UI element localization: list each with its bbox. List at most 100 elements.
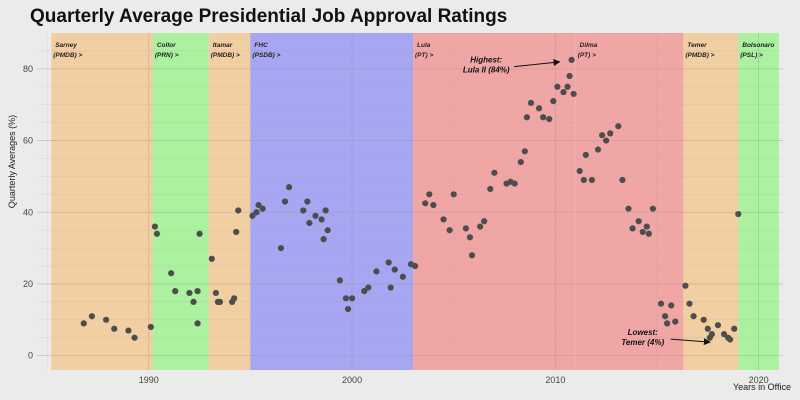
data-point (324, 227, 331, 234)
period-party-label: (PSL) > (740, 52, 763, 59)
data-point (300, 207, 307, 214)
x-tick-label: 2010 (545, 375, 565, 385)
data-point (342, 295, 350, 302)
data-point (603, 137, 610, 144)
data-point (318, 216, 325, 223)
data-point (649, 205, 657, 212)
period-name-label: Lula (417, 42, 431, 49)
data-point (720, 331, 728, 338)
data-point (550, 98, 557, 105)
data-point (662, 313, 669, 320)
data-point (607, 130, 614, 137)
data-point (491, 169, 498, 176)
period-name-label: Sarney (55, 42, 77, 49)
data-point (511, 180, 518, 187)
axes: 1990 2000 2010 2020 0 20 40 60 80 Years in Office… (7, 64, 791, 392)
data-point (208, 255, 215, 262)
data-point (594, 146, 602, 153)
period-party-label: (PT) > (415, 52, 433, 59)
data-points (80, 56, 742, 343)
data-point (373, 268, 380, 275)
period-party-label: (PT) > (578, 52, 596, 59)
period-party-label: (PMDB) > (53, 52, 82, 59)
data-point (576, 167, 583, 175)
data-point (216, 298, 224, 305)
period-labels: Sarney (PMDB) > Collor (PRN) > Itamar (PMDB) … (53, 42, 774, 59)
data-point (735, 210, 742, 218)
data-point (521, 148, 528, 155)
data-point (619, 176, 626, 184)
period-party-label: (PMDB) > (685, 52, 714, 59)
data-point (527, 99, 535, 107)
data-point (196, 230, 203, 237)
period-band (738, 33, 779, 370)
data-point (194, 320, 201, 327)
y-tick-label: 80 (23, 64, 33, 74)
data-point (682, 282, 689, 289)
data-point (168, 270, 175, 277)
data-point (568, 56, 575, 63)
y-axis-title: Quarterly Averages (%) (7, 115, 17, 208)
data-point (190, 298, 197, 305)
data-point (714, 322, 722, 329)
data-point (385, 259, 392, 266)
data-point (570, 90, 577, 98)
data-point (668, 302, 675, 309)
x-tick-label: 2000 (342, 375, 362, 385)
period-band (683, 33, 739, 370)
data-point (708, 331, 715, 338)
period-band (575, 33, 684, 370)
x-axis-title: Years in Office (733, 382, 791, 392)
data-point (259, 205, 266, 212)
data-point (546, 115, 553, 123)
period-bands (51, 33, 779, 370)
data-point (580, 176, 587, 184)
data-point (564, 83, 571, 90)
annotation-arrow (514, 59, 561, 68)
y-tick-label: 0 (28, 351, 33, 361)
data-point (231, 295, 238, 302)
period-name-label: Collor (157, 42, 176, 49)
period-band (152, 33, 209, 370)
period-band (51, 33, 153, 370)
x-tick-label: 1990 (139, 375, 159, 385)
data-point (704, 325, 711, 332)
data-point (645, 230, 652, 237)
data-point (172, 288, 179, 295)
data-point (80, 320, 87, 327)
period-name-label: Itamar (213, 42, 233, 49)
data-point (582, 151, 589, 158)
data-point (212, 289, 219, 297)
data-point (322, 207, 329, 214)
period-party-label: (PMDB) > (211, 52, 240, 59)
y-tick-label: 20 (23, 279, 33, 289)
data-point (643, 223, 650, 230)
data-point (387, 284, 394, 291)
data-point (535, 105, 543, 112)
data-point (361, 288, 368, 295)
data-point (277, 245, 285, 252)
data-point (125, 327, 132, 334)
data-point (285, 184, 293, 191)
data-point (481, 218, 488, 225)
data-point (523, 114, 530, 121)
annotation-arrow (670, 338, 711, 346)
y-tick-label: 60 (23, 136, 33, 146)
period-party-label: (PRN) > (155, 52, 179, 59)
period-band (250, 33, 414, 370)
data-point (281, 198, 289, 205)
data-point (450, 191, 457, 198)
data-point (560, 89, 567, 96)
annotation-text: Lula II (84%) (463, 66, 510, 75)
data-point (625, 205, 632, 212)
data-point (615, 123, 622, 130)
data-point (253, 209, 260, 216)
data-point (629, 225, 636, 232)
data-point (700, 316, 707, 323)
data-point (487, 185, 494, 193)
data-point (153, 230, 161, 237)
period-band (208, 33, 251, 370)
data-point (344, 305, 352, 313)
data-point (312, 212, 319, 219)
